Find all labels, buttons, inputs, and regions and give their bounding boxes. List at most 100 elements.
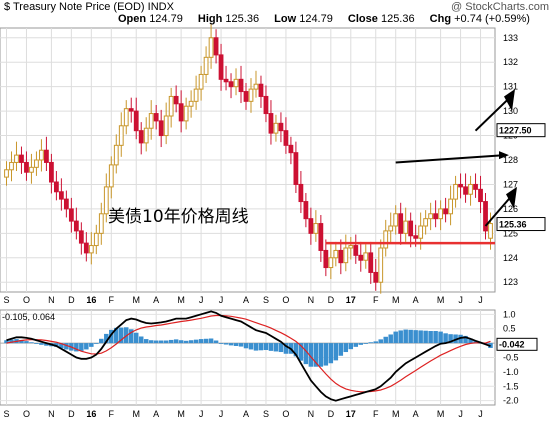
candle-body xyxy=(253,83,259,90)
macd-hist-bar xyxy=(348,343,354,350)
candle-body xyxy=(198,73,204,90)
candle-body xyxy=(183,105,189,122)
candle-body xyxy=(338,249,344,264)
macd-hist-bar xyxy=(133,332,139,344)
macd-tick-label: -1.0 xyxy=(503,367,519,377)
macd-hist-bar xyxy=(158,340,164,344)
y-tick-label: 125 xyxy=(503,228,518,238)
candle-body xyxy=(263,95,269,115)
candle-body xyxy=(318,223,324,251)
candle-body xyxy=(213,37,219,56)
candle-body xyxy=(438,208,444,220)
candle-body xyxy=(258,83,264,97)
macd-hist-bar xyxy=(188,340,194,344)
macd-hist-bar xyxy=(458,334,463,344)
x-tick-label-macd: J xyxy=(478,409,483,419)
x-tick-label: J xyxy=(219,295,224,305)
candle-body xyxy=(243,91,249,102)
macd-hist-bar xyxy=(318,343,324,367)
candle-body xyxy=(478,188,483,203)
macd-hist-bar xyxy=(39,343,44,345)
candle-body xyxy=(278,122,284,132)
candle-body xyxy=(483,201,488,232)
candle-body xyxy=(413,235,419,239)
macd-hist-bar xyxy=(29,342,34,344)
candle-body xyxy=(238,78,244,93)
macd-hist-bar xyxy=(388,334,393,344)
macd-hist-bar xyxy=(24,341,29,344)
macd-hist-bar xyxy=(128,329,134,344)
y-tick-label: 133 xyxy=(503,33,518,43)
x-tick-label-macd: D xyxy=(68,409,75,419)
macd-hist-bar xyxy=(358,343,364,345)
candle-body xyxy=(343,247,349,264)
x-tick-label-macd: 17 xyxy=(346,409,356,419)
x-tick-label: A xyxy=(243,295,249,305)
x-tick-label: N xyxy=(308,295,315,305)
macd-hist-bar xyxy=(393,331,398,344)
x-tick-label: M xyxy=(437,295,445,305)
x-tick-label-macd: O xyxy=(23,409,30,419)
macd-hist-bar xyxy=(114,327,119,344)
macd-hist-bar xyxy=(79,343,84,351)
y-tick-label: 124 xyxy=(503,253,518,263)
x-tick-label: O xyxy=(282,295,289,305)
y-tick-label: 128 xyxy=(503,155,518,165)
macd-hist-bar xyxy=(428,331,433,344)
macd-hist-bar xyxy=(104,333,109,344)
macd-hist-bar xyxy=(343,343,349,353)
macd-hist-bar xyxy=(448,334,453,344)
candle-body xyxy=(288,144,294,154)
macd-hist-bar xyxy=(173,339,179,344)
macd-hist-bar xyxy=(353,343,359,347)
candle-body xyxy=(433,213,439,220)
macd-hist-bar xyxy=(278,343,284,353)
candle-body xyxy=(73,220,79,232)
macd-hist-bar xyxy=(283,343,289,354)
x-tick-label: F xyxy=(109,295,115,305)
candle-body xyxy=(123,108,129,127)
macd-hist-bar xyxy=(398,330,403,344)
macd-hist-bar xyxy=(9,339,14,344)
x-tick-label-macd: S xyxy=(3,409,9,419)
candle-body xyxy=(443,208,448,215)
macd-hist-bar xyxy=(373,341,378,344)
x-tick-label-macd: D xyxy=(328,409,335,419)
candle-body xyxy=(233,78,239,88)
macd-values-label: -0.105, 0.064 xyxy=(2,312,55,322)
macd-hist-bar xyxy=(433,331,438,344)
candle-body xyxy=(313,223,319,234)
candle-body xyxy=(248,88,254,102)
x-tick-label: M xyxy=(392,295,400,305)
macd-hist-bar xyxy=(193,339,199,344)
candle-body xyxy=(383,230,389,249)
x-tick-label-macd: A xyxy=(243,409,249,419)
macd-hist-bar xyxy=(258,343,264,351)
candle-body xyxy=(24,161,29,173)
macd-hist-bar xyxy=(84,343,89,350)
candle-body xyxy=(303,201,309,220)
candle-body xyxy=(98,213,104,234)
candle-body xyxy=(153,113,159,122)
x-tick-label: 16 xyxy=(86,295,96,305)
y-tick-label: 132 xyxy=(503,57,518,67)
x-tick-label-macd: M xyxy=(392,409,400,419)
macd-hist-bar xyxy=(253,343,259,351)
macd-hist-bar xyxy=(109,329,114,344)
candle-body xyxy=(363,252,369,261)
x-tick-label-macd: J xyxy=(458,409,463,419)
macd-hist-bar xyxy=(383,336,388,344)
x-tick-label-macd: M xyxy=(177,409,185,419)
candle-body xyxy=(133,110,139,132)
macd-hist-bar xyxy=(363,343,369,344)
candle-body xyxy=(228,81,234,88)
candle-body xyxy=(34,159,39,168)
candle-body xyxy=(88,245,94,254)
x-tick-label-macd: F xyxy=(373,409,379,419)
candle-body xyxy=(158,120,164,137)
up-arrow-head-2 xyxy=(506,186,517,209)
candle-body xyxy=(373,271,379,283)
macd-hist-bar xyxy=(473,341,478,344)
x-tick-label: M xyxy=(132,295,140,305)
